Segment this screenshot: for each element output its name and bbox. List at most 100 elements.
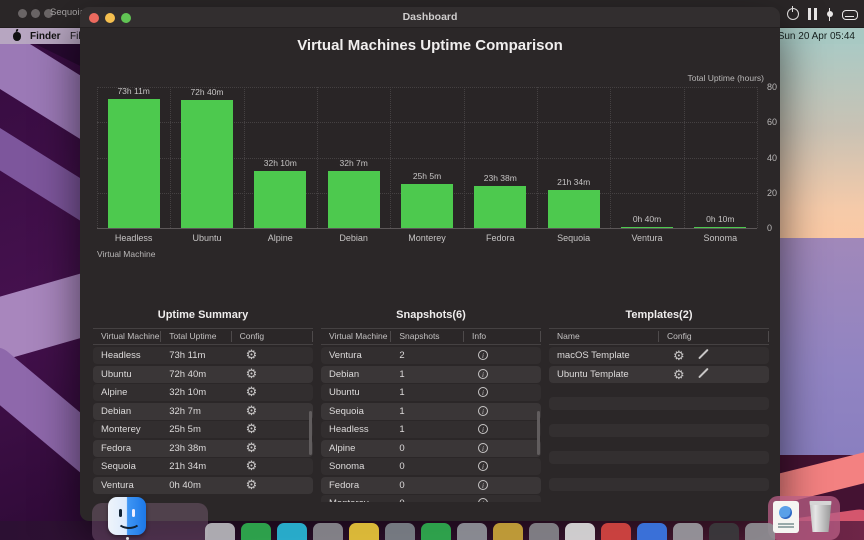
- table-row[interactable]: Sequoia 21h 34m ⚙: [93, 458, 313, 475]
- close-button[interactable]: [89, 13, 99, 23]
- info-icon[interactable]: i: [477, 387, 488, 397]
- vm-minimize-button[interactable]: [31, 9, 40, 18]
- volume-slider-icon[interactable]: [826, 7, 833, 21]
- table-row[interactable]: Ventura 0h 40m ⚙: [93, 476, 313, 494]
- dock-app-icon[interactable]: [565, 523, 595, 540]
- dock-app-icon[interactable]: [385, 523, 415, 540]
- bar-debian: [327, 171, 380, 228]
- edit-pencil-icon[interactable]: [697, 348, 709, 360]
- table-row[interactable]: Debian 32h 7m ⚙: [93, 402, 313, 420]
- edit-pencil-icon[interactable]: [697, 367, 709, 379]
- gear-icon[interactable]: ⚙: [245, 349, 258, 362]
- gear-icon[interactable]: ⚙: [245, 460, 258, 473]
- column-header: Snapshots: [391, 331, 464, 342]
- dock-app-icon[interactable]: [601, 523, 631, 540]
- info-icon[interactable]: i: [477, 498, 488, 502]
- table-row[interactable]: Monterey 25h 5m ⚙: [93, 421, 313, 438]
- table-cell: 72h 40m: [169, 368, 207, 380]
- finder-dock-icon[interactable]: [108, 497, 146, 535]
- gear-icon[interactable]: ⚙: [673, 349, 685, 363]
- info-icon[interactable]: i: [477, 368, 488, 379]
- table-cell: 21h 34m: [169, 461, 207, 472]
- table-row[interactable]: Alpine 0 i: [321, 439, 541, 457]
- table-cell: 23h 38m: [169, 442, 207, 454]
- gear-icon[interactable]: ⚙: [245, 441, 258, 455]
- table-row[interactable]: Monterey0 i: [321, 495, 541, 502]
- table-row[interactable]: Ubuntu 72h 40m ⚙: [93, 365, 313, 383]
- apple-menu-icon[interactable]: [13, 31, 21, 41]
- table-row[interactable]: macOS Template ⚙: [549, 347, 769, 364]
- gear-icon[interactable]: ⚙: [245, 478, 258, 492]
- table-row[interactable]: Ventura 2 i: [321, 347, 541, 364]
- gear-icon[interactable]: ⚙: [245, 386, 258, 399]
- gear-icon[interactable]: ⚙: [245, 423, 258, 436]
- gear-icon[interactable]: ⚙: [245, 404, 258, 418]
- tables-section: Uptime Summary Virtual Machine Total Upti…: [93, 303, 769, 502]
- table-row[interactable]: Debian 1 i: [321, 365, 541, 383]
- dock-app-icon[interactable]: [277, 523, 307, 540]
- snapshots-rows: Ventura 2 i Debian 1 i Ubuntu 1 i Sequoia 1 i Headle…: [321, 347, 541, 502]
- scrollbar-thumb[interactable]: [537, 411, 540, 455]
- table-row[interactable]: Sonoma 0 i: [321, 458, 541, 475]
- pause-icon[interactable]: [808, 8, 817, 20]
- bar-value-label: 25h 5m: [412, 170, 442, 181]
- wallpaper-right-gradient: [776, 40, 864, 238]
- dock-app-icon[interactable]: [745, 523, 775, 540]
- menu-file[interactable]: File: [70, 30, 87, 42]
- trash-dock-icon[interactable]: [809, 501, 832, 532]
- minimize-button[interactable]: [105, 13, 115, 23]
- zoom-button[interactable]: [121, 13, 131, 23]
- bar-sequoia: [547, 189, 600, 228]
- gear-icon[interactable]: ⚙: [245, 367, 258, 381]
- table-row[interactable]: Fedora 0 i: [321, 476, 541, 494]
- info-icon[interactable]: i: [477, 350, 488, 360]
- document-dock-icon[interactable]: [773, 501, 799, 533]
- vm-close-button[interactable]: [18, 9, 27, 18]
- menu-finder[interactable]: Finder: [30, 30, 61, 42]
- dock-app-icon[interactable]: [709, 523, 739, 540]
- dock-app-icon[interactable]: [349, 523, 379, 540]
- info-icon[interactable]: i: [477, 442, 488, 453]
- category-label: Ubuntu: [192, 233, 222, 243]
- dock-app-icon[interactable]: [205, 523, 235, 540]
- info-icon[interactable]: i: [477, 479, 488, 490]
- table-row[interactable]: Headless 73h 11m ⚙: [93, 347, 313, 364]
- table-cell: Alpine: [329, 442, 356, 454]
- column-header: Info: [464, 331, 541, 342]
- dock-app-icon[interactable]: [637, 523, 667, 540]
- table-row[interactable]: Fedora 23h 38m ⚙: [93, 439, 313, 457]
- column-header: Virtual Machine: [321, 331, 392, 342]
- scrollbar-thumb[interactable]: [309, 411, 312, 455]
- table-row[interactable]: Alpine 32h 10m ⚙: [93, 384, 313, 401]
- dock-app-icon[interactable]: [421, 523, 451, 540]
- table-row[interactable]: Sequoia 1 i: [321, 402, 541, 420]
- dock-app-icon[interactable]: [529, 523, 559, 540]
- dock-app-icon[interactable]: [457, 523, 487, 540]
- category-label: Monterey: [408, 233, 446, 243]
- table-row[interactable]: Headless 1 i: [321, 421, 541, 438]
- info-icon[interactable]: i: [477, 461, 488, 471]
- uptime-summary-title: Uptime Summary: [157, 309, 249, 321]
- table-row[interactable]: Ubuntu 1 i: [321, 384, 541, 401]
- gear-icon[interactable]: ⚙: [673, 367, 685, 382]
- info-icon[interactable]: i: [477, 424, 488, 434]
- table-row[interactable]: Ubuntu Template ⚙: [549, 365, 769, 383]
- bar-headless: [107, 99, 160, 228]
- dashboard-titlebar[interactable]: Dashboard: [80, 7, 780, 28]
- dock-app-icon[interactable]: [493, 523, 523, 540]
- drive-icon[interactable]: [842, 9, 858, 20]
- dock-app-icon[interactable]: [673, 523, 703, 540]
- snapshots-header: Virtual Machine Snapshots Info: [321, 328, 541, 345]
- power-icon[interactable]: [787, 6, 799, 20]
- y-axis-label: Total Uptime (hours): [687, 73, 764, 83]
- uptime-bar-chart: 73h 11m 72h 40m 32h 10m 32h 7m 25h 5m 23h 38m…: [97, 86, 758, 265]
- vm-zoom-button[interactable]: [44, 9, 53, 18]
- dock-app-icon[interactable]: [313, 523, 343, 540]
- dock-app-icon[interactable]: [241, 523, 271, 540]
- table-cell: Ubuntu Template: [557, 368, 629, 380]
- table-cell: 2: [399, 350, 405, 361]
- table-cell: Headless: [329, 424, 369, 435]
- info-icon[interactable]: i: [477, 405, 488, 416]
- table-cell: 0: [399, 461, 405, 472]
